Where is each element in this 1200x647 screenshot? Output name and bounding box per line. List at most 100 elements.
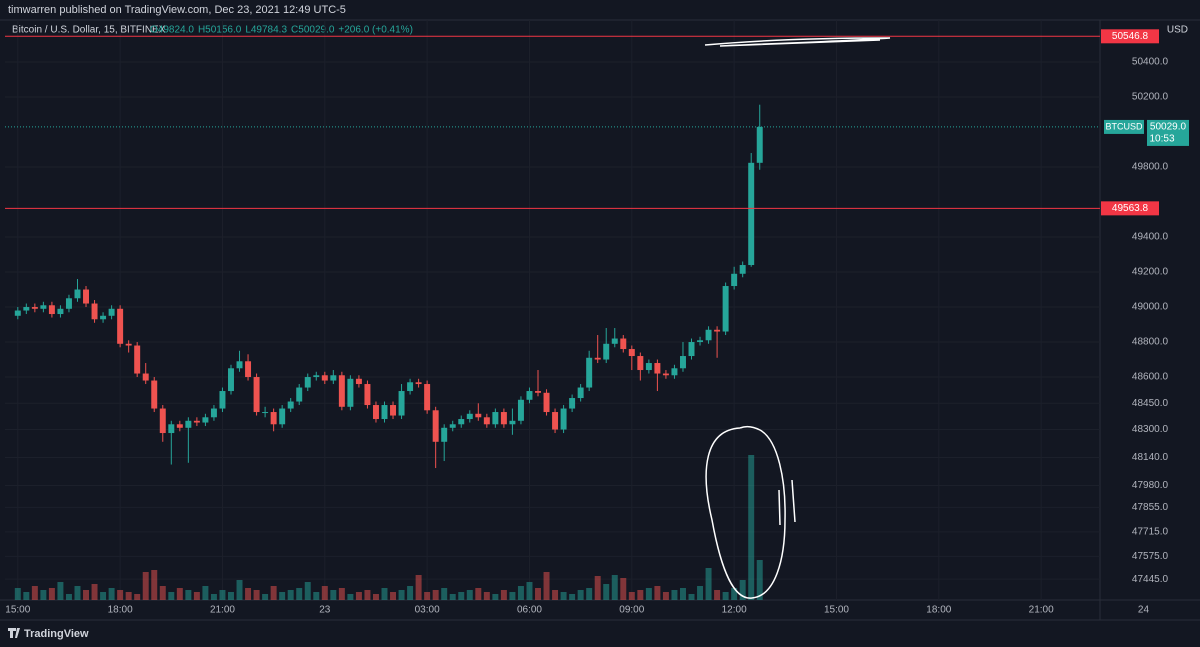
candle-body	[535, 391, 541, 393]
candle-body	[679, 356, 686, 369]
volume-bar	[347, 594, 354, 600]
volume-bar	[245, 588, 252, 600]
candle-body	[449, 424, 456, 428]
y-tick-label: 47855.0	[1132, 502, 1169, 513]
x-tick-label: 21:00	[1029, 605, 1054, 616]
candle-body	[228, 368, 234, 392]
volume-bar	[645, 588, 652, 600]
volume-bar	[57, 582, 64, 600]
candle-body	[628, 349, 635, 357]
volume-bar	[577, 590, 584, 600]
candle-body	[48, 305, 55, 315]
symbol-box	[1104, 119, 1144, 134]
volume-bar	[398, 590, 405, 600]
volume-bar	[517, 586, 524, 600]
candle-body	[159, 408, 166, 434]
candle-body	[739, 265, 746, 274]
candle-body	[714, 329, 721, 332]
y-tick-label: 47715.0	[1132, 527, 1169, 538]
volume-bar	[390, 592, 397, 600]
candle-body	[83, 289, 90, 304]
candle-body	[483, 417, 490, 425]
volume-bar	[756, 560, 763, 600]
y-tick-label: 48600.0	[1132, 372, 1169, 383]
brand: TradingView	[24, 628, 89, 640]
x-tick-label: 21:00	[210, 605, 235, 616]
volume-bar	[270, 586, 277, 600]
candle-body	[500, 412, 507, 425]
candle-body	[151, 380, 158, 409]
candle-body	[586, 357, 593, 388]
candle-body	[134, 345, 141, 374]
candle-body	[671, 368, 678, 376]
last-price-box	[1147, 119, 1189, 146]
volume-bar	[569, 594, 576, 600]
volume-bar	[321, 586, 328, 600]
volume-bar	[671, 590, 678, 600]
candle-body	[645, 363, 652, 371]
candle-body	[185, 420, 192, 428]
x-tick-label: 15:00	[5, 605, 30, 616]
volume-bar	[475, 588, 482, 600]
candle-body	[611, 338, 618, 344]
price-label: 49563.8	[1112, 203, 1149, 214]
volume-bar	[142, 572, 149, 600]
candle-body	[210, 408, 217, 418]
y-tick-label: 47575.0	[1132, 551, 1169, 562]
candle-body	[262, 412, 269, 414]
candle-body	[117, 308, 124, 344]
y-tick-label: 47980.0	[1132, 480, 1169, 491]
volume-bar	[219, 590, 226, 600]
x-tick-label: 18:00	[926, 605, 951, 616]
candle-body	[509, 420, 516, 425]
candle-body	[40, 305, 47, 309]
candle-body	[705, 329, 712, 341]
candle-body	[142, 373, 149, 381]
volume-bar	[168, 592, 175, 600]
candle-body	[347, 378, 354, 407]
volume-bar	[705, 568, 712, 600]
volume-bar	[628, 592, 635, 600]
volume-bar	[611, 575, 618, 600]
symbol-label: BTCUSD	[1105, 121, 1143, 131]
volume-bar	[372, 594, 379, 600]
legend-low: L49784.3	[245, 25, 287, 36]
y-tick-label: 48450.0	[1132, 398, 1169, 409]
candle-body	[731, 273, 738, 287]
x-tick-label: 15:00	[824, 605, 849, 616]
candle-body	[125, 343, 132, 346]
candle-body	[100, 315, 107, 320]
volume-bar	[296, 588, 303, 600]
legend-open: O49824.0	[150, 25, 194, 36]
volume-bar	[125, 592, 132, 600]
price-label-box	[1101, 29, 1159, 44]
candle-body	[304, 377, 311, 388]
volume-bar	[586, 588, 593, 600]
candle-body	[654, 363, 661, 374]
candle-body	[168, 424, 175, 434]
volume-bar	[151, 570, 158, 600]
candle-body	[594, 357, 601, 360]
candle-body	[219, 391, 226, 409]
y-tick-label: 49800.0	[1132, 162, 1169, 173]
candle-body	[57, 308, 64, 315]
volume-bar	[193, 592, 200, 600]
volume-bar	[176, 588, 183, 600]
volume-bar	[134, 594, 141, 600]
volume-bar	[441, 588, 448, 600]
candle-body	[569, 398, 576, 409]
candle-body	[390, 405, 397, 416]
volume-bar	[330, 590, 337, 600]
legend-high: H50156.0	[198, 25, 242, 36]
volume-bar	[424, 592, 431, 600]
volume-bar	[688, 594, 695, 600]
candle-body	[338, 375, 345, 407]
candle-body	[748, 162, 755, 266]
volume-bar	[449, 594, 456, 600]
x-tick-label: 09:00	[619, 605, 644, 616]
volume-bar	[509, 592, 516, 600]
candle-body	[330, 375, 337, 381]
volume-bar	[731, 588, 738, 600]
publish-header: timwarren published on TradingView.com, …	[8, 4, 346, 16]
volume-bar	[253, 590, 260, 600]
